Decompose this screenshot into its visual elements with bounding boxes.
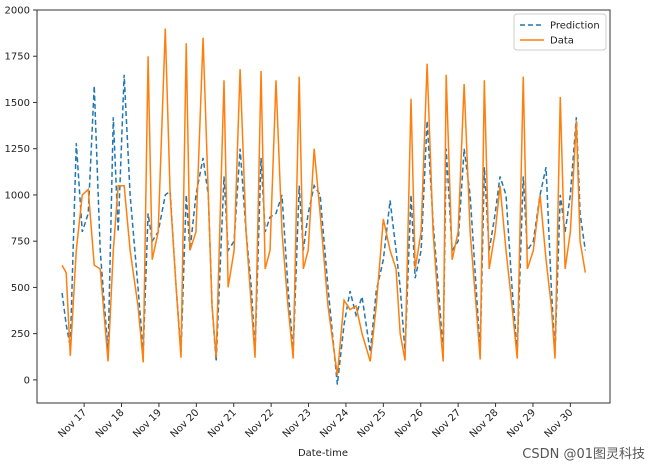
watermark: CSDN @01图灵科技	[522, 447, 645, 462]
y-tick-label: 2000	[5, 6, 30, 17]
y-tick-label: 250	[11, 329, 30, 340]
x-tick-label: Nov 18	[94, 407, 127, 440]
x-tick-label: Nov 25	[356, 407, 389, 440]
series-line	[61, 28, 587, 376]
x-tick-label: Nov 28	[468, 407, 501, 440]
series-line	[61, 74, 587, 385]
plot-frame	[36, 9, 611, 404]
x-tick-label: Nov 27	[430, 407, 463, 440]
x-tick-label: Nov 20	[169, 407, 202, 440]
y-tick-label: 1250	[5, 144, 30, 155]
x-tick-label: Nov 29	[505, 407, 538, 440]
y-tick-label: 750	[11, 237, 30, 248]
y-tick-label: 1000	[5, 190, 30, 201]
legend-label: Data	[550, 36, 574, 47]
x-tick-label: Nov 22	[243, 407, 276, 440]
y-tick-label: 500	[11, 283, 30, 294]
x-tick-label: Nov 30	[543, 407, 576, 440]
x-tick-label: Nov 19	[131, 407, 164, 440]
legend-label: Prediction	[550, 21, 600, 32]
x-tick-label: Nov 26	[393, 407, 426, 440]
legend-box	[513, 13, 607, 51]
x-axis-label: Date-time	[298, 448, 348, 459]
x-tick-label: Nov 23	[281, 407, 314, 440]
y-tick-label: 1750	[5, 52, 30, 63]
y-tick-label: 1500	[5, 98, 30, 109]
x-tick-label: Nov 24	[318, 407, 351, 440]
y-tick-label: 0	[24, 375, 30, 386]
x-tick-label: Nov 21	[206, 407, 239, 440]
x-tick-label: Nov 17	[56, 407, 89, 440]
